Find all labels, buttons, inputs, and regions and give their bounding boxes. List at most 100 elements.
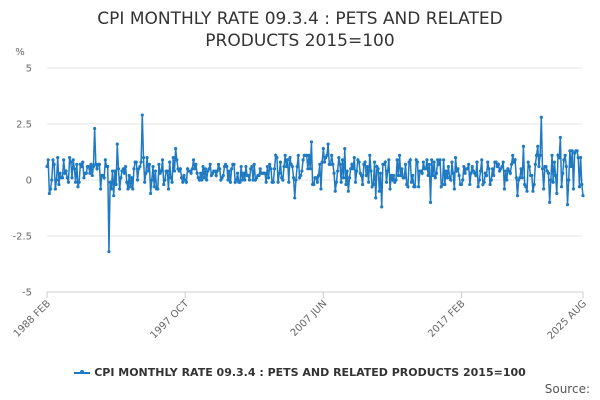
data-point[interactable]: [333, 189, 337, 193]
data-point[interactable]: [202, 176, 206, 180]
data-point[interactable]: [152, 185, 156, 189]
data-point[interactable]: [244, 164, 248, 169]
data-point[interactable]: [150, 178, 154, 182]
data-point[interactable]: [557, 156, 561, 160]
data-point[interactable]: [230, 167, 234, 171]
data-point[interactable]: [322, 160, 327, 164]
data-point[interactable]: [332, 171, 336, 175]
data-point[interactable]: [409, 180, 414, 184]
data-point[interactable]: [238, 180, 242, 184]
data-point[interactable]: [307, 153, 311, 157]
data-point[interactable]: [562, 158, 566, 162]
data-point[interactable]: [195, 171, 199, 175]
data-point[interactable]: [178, 167, 182, 171]
data-point[interactable]: [343, 147, 347, 151]
data-point[interactable]: [465, 167, 470, 171]
data-point[interactable]: [468, 182, 472, 187]
data-point[interactable]: [320, 160, 324, 164]
data-point[interactable]: [461, 178, 465, 182]
data-point[interactable]: [527, 164, 532, 169]
data-point[interactable]: [56, 156, 60, 160]
data-point[interactable]: [122, 171, 127, 175]
data-point[interactable]: [166, 187, 171, 191]
data-point[interactable]: [524, 185, 528, 189]
data-point[interactable]: [264, 180, 268, 184]
data-point[interactable]: [160, 158, 165, 162]
data-point[interactable]: [374, 196, 378, 200]
data-point[interactable]: [119, 176, 123, 180]
data-point[interactable]: [428, 200, 433, 204]
data-point[interactable]: [58, 171, 62, 175]
data-point[interactable]: [492, 173, 496, 178]
data-point[interactable]: [241, 171, 246, 175]
data-point[interactable]: [90, 173, 94, 178]
data-point[interactable]: [77, 180, 81, 184]
data-point[interactable]: [191, 158, 196, 162]
data-point[interactable]: [331, 162, 335, 166]
data-point[interactable]: [368, 153, 372, 157]
data-point[interactable]: [430, 158, 434, 162]
data-point[interactable]: [571, 187, 576, 191]
data-point[interactable]: [450, 160, 454, 164]
data-point[interactable]: [57, 182, 61, 187]
data-point[interactable]: [46, 158, 50, 162]
data-point[interactable]: [470, 164, 474, 169]
data-point[interactable]: [103, 158, 107, 162]
data-point[interactable]: [462, 164, 466, 169]
data-point[interactable]: [127, 173, 131, 178]
data-point[interactable]: [336, 169, 340, 173]
data-point[interactable]: [65, 176, 69, 180]
data-point[interactable]: [221, 173, 225, 178]
data-point[interactable]: [263, 171, 267, 175]
data-point[interactable]: [402, 176, 406, 180]
data-point[interactable]: [169, 176, 173, 180]
data-point[interactable]: [282, 164, 286, 169]
data-point[interactable]: [570, 149, 574, 153]
data-point[interactable]: [411, 173, 415, 178]
data-point[interactable]: [394, 178, 398, 182]
data-point[interactable]: [175, 158, 179, 162]
data-point[interactable]: [340, 158, 344, 162]
data-point[interactable]: [554, 173, 558, 178]
data-point[interactable]: [287, 180, 291, 184]
data-point[interactable]: [88, 171, 92, 175]
data-point[interactable]: [563, 153, 567, 157]
data-point[interactable]: [500, 164, 504, 169]
data-point[interactable]: [364, 173, 368, 178]
data-point[interactable]: [569, 164, 573, 169]
data-point[interactable]: [47, 191, 51, 196]
data-point[interactable]: [459, 182, 464, 187]
data-point[interactable]: [467, 162, 471, 166]
data-point[interactable]: [558, 135, 562, 140]
data-point[interactable]: [309, 140, 314, 144]
data-point[interactable]: [314, 176, 318, 180]
data-point[interactable]: [106, 164, 110, 169]
data-point[interactable]: [113, 169, 117, 173]
data-point[interactable]: [143, 180, 147, 184]
data-point[interactable]: [380, 205, 384, 209]
data-point[interactable]: [326, 142, 330, 146]
data-point[interactable]: [551, 180, 555, 184]
data-point[interactable]: [99, 187, 103, 191]
data-point[interactable]: [341, 176, 346, 180]
data-point[interactable]: [141, 156, 146, 160]
data-point[interactable]: [396, 173, 400, 178]
data-point[interactable]: [399, 173, 403, 178]
data-point[interactable]: [511, 153, 515, 157]
data-point[interactable]: [540, 167, 545, 171]
data-point[interactable]: [580, 182, 584, 187]
data-point[interactable]: [70, 176, 74, 180]
data-point[interactable]: [371, 182, 375, 187]
data-point[interactable]: [159, 169, 163, 173]
data-point[interactable]: [537, 164, 541, 169]
data-point[interactable]: [386, 169, 390, 173]
data-point[interactable]: [278, 160, 283, 164]
data-point[interactable]: [54, 178, 59, 182]
data-point[interactable]: [575, 149, 579, 153]
data-point[interactable]: [75, 162, 79, 166]
data-point[interactable]: [151, 164, 155, 169]
data-point[interactable]: [319, 187, 323, 191]
data-point[interactable]: [316, 173, 321, 178]
data-point[interactable]: [239, 164, 243, 169]
data-point[interactable]: [53, 187, 57, 191]
